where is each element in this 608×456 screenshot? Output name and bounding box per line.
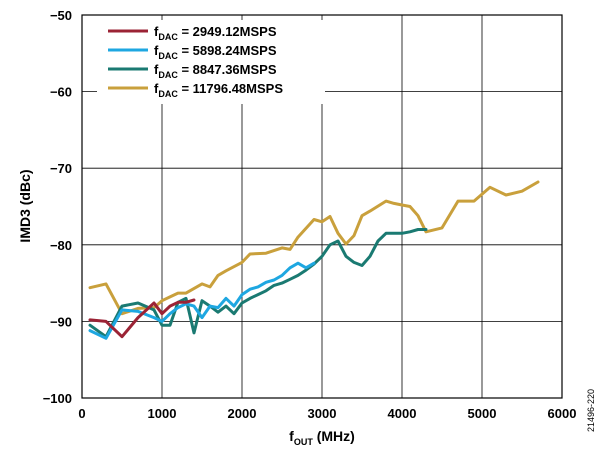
legend-label-rest: = 2949.12MSPS bbox=[178, 24, 277, 39]
x-tick-label: 1000 bbox=[148, 406, 177, 421]
y-tick-labels: −100 −90 −80 −70 −60 −50 bbox=[43, 8, 72, 406]
x-axis-title-sub: OUT bbox=[294, 437, 314, 447]
plot-frame bbox=[81, 14, 563, 399]
x-tick-label: 0 bbox=[78, 406, 85, 421]
x-axis-title: fOUT (MHz) bbox=[289, 428, 355, 447]
y-tick-label: −100 bbox=[43, 391, 72, 406]
series-line-4 bbox=[88, 180, 540, 316]
legend-label-main: f bbox=[154, 81, 159, 96]
x-tick-labels: 0 1000 2000 3000 4000 5000 6000 bbox=[78, 406, 576, 421]
legend-label-main: f bbox=[154, 24, 159, 39]
legend-label-1: fDAC = 2949.12MSPS bbox=[154, 24, 277, 42]
legend-label-sub: DAC bbox=[158, 70, 178, 80]
legend-label-rest: = 11796.48MSPS bbox=[178, 81, 283, 96]
legend-label-sub: DAC bbox=[158, 51, 178, 61]
y-tick-label: −70 bbox=[50, 161, 72, 176]
figure-id-note: 21496-220 bbox=[586, 388, 596, 432]
x-tick-label: 3000 bbox=[308, 406, 337, 421]
legend-label-sub: DAC bbox=[158, 32, 178, 42]
x-tick-label: 4000 bbox=[388, 406, 417, 421]
y-axis-title: IMD3 (dBc) bbox=[17, 169, 33, 242]
legend-label-rest: = 5898.24MSPS bbox=[178, 43, 277, 58]
legend-label-main: f bbox=[154, 62, 159, 77]
legend-background bbox=[97, 20, 325, 104]
x-axis-title-unit: (MHz) bbox=[313, 428, 355, 444]
legend-label-3: fDAC = 8847.36MSPS bbox=[154, 62, 277, 80]
y-tick-label: −60 bbox=[50, 85, 72, 100]
y-tick-label: −80 bbox=[50, 238, 72, 253]
legend-label-rest: = 8847.36MSPS bbox=[178, 62, 277, 77]
y-tick-label: −90 bbox=[50, 314, 72, 329]
legend-label-main: f bbox=[154, 43, 159, 58]
series-layer bbox=[88, 180, 540, 340]
y-tick-label: −50 bbox=[50, 8, 72, 23]
series-line-2 bbox=[88, 261, 316, 340]
x-tick-label: 2000 bbox=[228, 406, 257, 421]
x-tick-label: 5000 bbox=[468, 406, 497, 421]
legend-label-2: fDAC = 5898.24MSPS bbox=[154, 43, 277, 61]
legend-label-4: fDAC = 11796.48MSPS bbox=[154, 81, 283, 99]
series-line-3 bbox=[88, 228, 428, 339]
x-axis-title-main: f bbox=[289, 428, 294, 444]
legend-label-sub: DAC bbox=[158, 89, 178, 99]
series-line-1 bbox=[88, 298, 196, 339]
x-tick-label: 6000 bbox=[548, 406, 577, 421]
